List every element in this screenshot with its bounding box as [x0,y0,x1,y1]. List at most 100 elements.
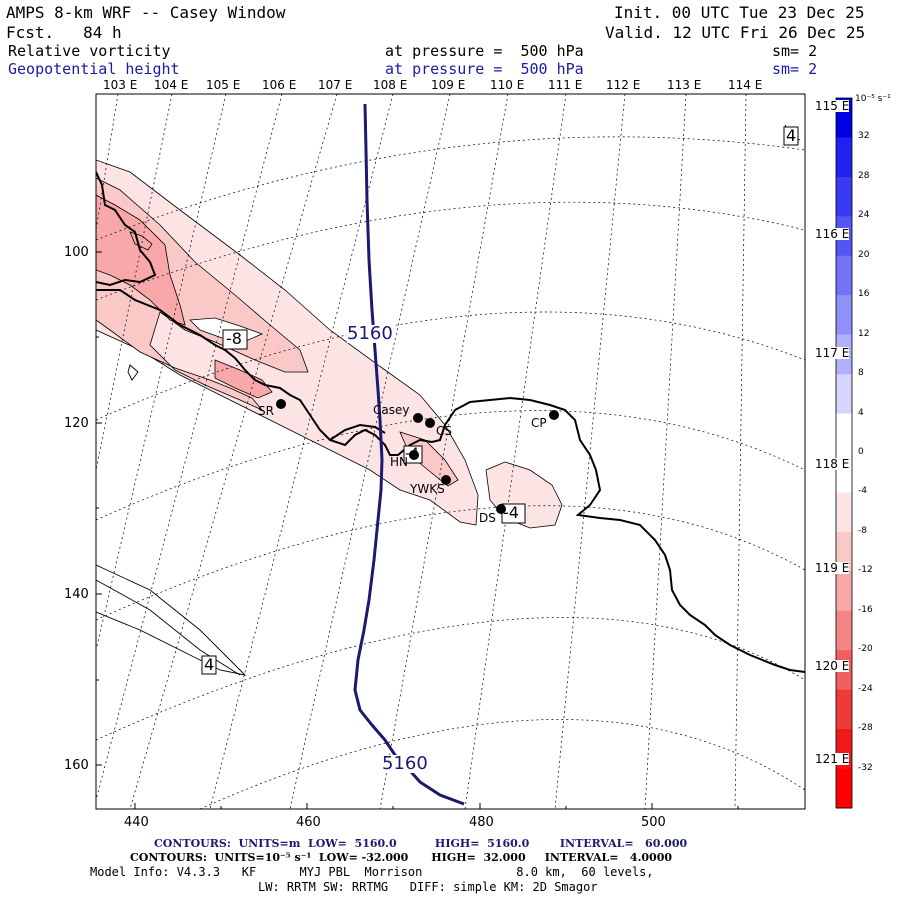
colorbar-swatch [836,492,852,533]
station-label: HN [390,455,408,469]
lon-label: 120 E [815,659,850,673]
colorbar-label: -4 [858,486,867,497]
y-tick-label: 140 [64,587,89,602]
vort-label: -8 [226,329,242,348]
station-cp [549,410,559,420]
colorbar-swatch [836,768,852,809]
colorbar-label: 12 [858,328,870,339]
plot-area [96,94,805,809]
station-label: CP [531,416,547,430]
box-4-ne [783,126,799,146]
y-tick-label: 120 [64,416,89,431]
colorbar-swatch [836,413,852,454]
colorbar-swatch [836,689,852,730]
y-tick-label: 160 [64,758,89,773]
lon-label: 118 E [815,457,850,471]
x-tick-label: 440 [124,815,149,830]
colorbar-label: 4 [858,407,864,418]
colorbar-frame [835,97,853,809]
colorbar-swatch [836,571,852,612]
vort-label: -4 [503,503,519,522]
stations [276,399,559,514]
lon-label: 108 E [373,78,408,92]
coastline [96,171,805,673]
box-minus8 [222,329,248,350]
colorbar-swatch [836,176,852,217]
colorbar-swatch [836,137,852,178]
lon-label: 109 E [431,78,466,92]
colorbar-label: 16 [858,289,870,300]
colorbar-label: 24 [858,210,870,221]
lon-label: 117 E [815,346,850,360]
station-label: DS [479,511,496,525]
init-time: Init. 00 UTC Tue 23 Dec 25 [614,3,865,22]
lon-label: 121 E [815,752,850,766]
colorbar-swatch [836,531,852,572]
x-tick-label: 480 [469,815,494,830]
plot-frame [95,93,806,810]
x-tick-label: 500 [641,815,666,830]
station-label: YWKS [410,482,445,496]
lon-label: 113 E [667,78,702,92]
y-tick-label: 100 [64,245,89,260]
colorbar-label: 20 [858,249,870,260]
lon-label: 114 E [728,78,763,92]
field2-level: at pressure = 500 hPa [385,60,584,78]
colorbar-swatch [836,374,852,415]
vort-shade-minus12 [96,194,186,326]
height-label: 5160 [347,323,393,344]
vort-label: 4 [204,655,215,674]
colorbar-label: -8 [858,525,867,536]
colorbar-label: -28 [858,723,873,734]
field1-level: at pressure = 500 hPa [385,42,584,60]
lon-label: 103 E [103,78,138,92]
lon-label: 115 E [815,99,850,113]
vorticity-shading [96,159,563,529]
lon-label: 104 E [154,78,189,92]
colorbar-swatch [836,255,852,296]
lon-label: 106 E [262,78,297,92]
x-tick-label: 460 [296,815,321,830]
footer-height-contours: CONTOURS: UNITS=m LOW= 5160.0 HIGH= 5160… [154,837,688,850]
colorbar-swatch [836,295,852,336]
station-ds [496,504,506,514]
station-label: CS [436,424,452,438]
station-label: SR [258,404,274,418]
footer-model-info: Model Info: V4.3.3 KF MYJ PBL Morrison 8… [90,865,654,879]
field2-name: Geopotential height [8,60,180,78]
colorbar-label: -12 [858,565,873,576]
colorbar-label: -16 [858,604,873,615]
lon-label: 105 E [206,78,241,92]
footer-physics: LW: RRTM SW: RRTMG DIFF: simple KM: 2D S… [258,880,598,894]
valid-time: Valid. 12 UTC Fri 26 Dec 25 [605,23,866,42]
colorbar-label: -20 [858,644,873,655]
vort-label: -4 [405,446,419,462]
field1-name: Relative vorticity [8,42,171,60]
box-4-sw [201,655,217,675]
colorbar-label: 32 [858,131,870,142]
height-label: 5160 [382,753,428,774]
field1-smoothing: sm= 2 [772,42,818,60]
axis-ticks [96,251,739,809]
latlon-grid [96,94,805,809]
plot-title: AMPS 8-km WRF -- Casey Window [6,3,286,22]
colorbar-label: -32 [858,762,873,773]
station-casey [413,413,423,423]
field2-smoothing: sm= 2 [772,60,818,78]
colorbar-unit: 10⁻⁵ s⁻¹ [855,94,891,104]
colorbar-label: -24 [858,683,873,694]
station-label: Casey [373,403,410,417]
vort-label: 4 [786,126,797,145]
lon-label: 110 E [490,78,525,92]
vort-shade-minus12-b [214,359,273,399]
station-cs [425,418,435,428]
colorbar [836,98,852,809]
lon-label: 111 E [548,78,583,92]
lon-label: 116 E [815,227,850,241]
lon-label: 107 E [318,78,353,92]
footer-vort-contours: CONTOURS: UNITS=10⁻⁵ s⁻¹ LOW= -32.000 HI… [130,851,673,864]
lon-label: 112 E [606,78,641,92]
lon-label: 119 E [815,561,850,575]
forecast-hour: Fcst. 84 h [6,23,122,42]
